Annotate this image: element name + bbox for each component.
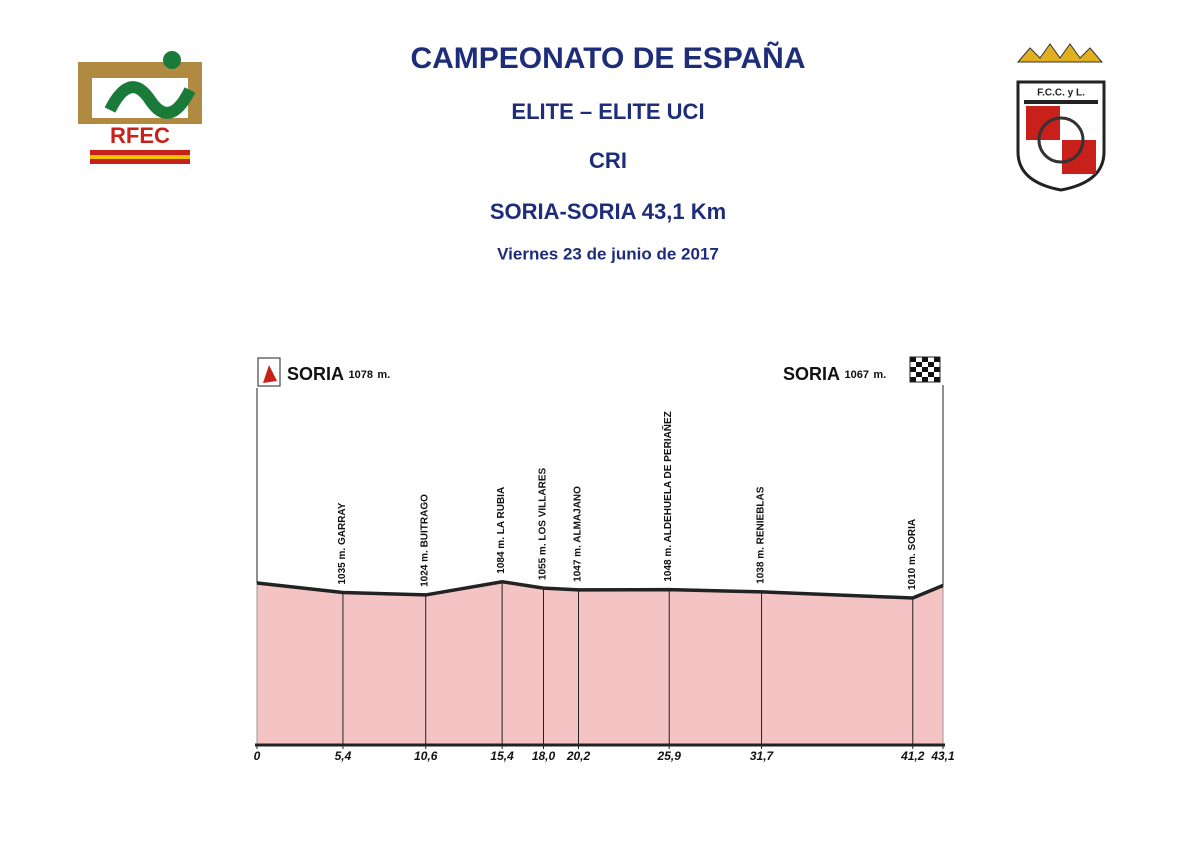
waypoint-altitude: 1048: [663, 559, 674, 582]
x-tick-label: 20,2: [566, 749, 591, 763]
finish-flag-square: [928, 362, 934, 367]
waypoint-unit: m.: [496, 537, 507, 549]
waypoint-unit: m.: [537, 543, 548, 555]
start-name: SORIA: [287, 364, 344, 384]
waypoint-label: 1010 m. SORIA: [906, 519, 917, 590]
waypoint-label: 1055 m. LOS VILLARES: [537, 468, 548, 581]
waypoint-altitude: 1047: [572, 559, 583, 582]
route: SORIA-SORIA 43,1 Km: [490, 199, 726, 224]
waypoint-unit: m.: [755, 547, 766, 559]
finish-flag-square: [910, 377, 916, 382]
x-tick-label: 41,2: [900, 749, 925, 763]
waypoint-label: 1048 m. ALDEHUELA DE PERIAÑEZ: [661, 411, 674, 581]
waypoint-name: ALMAJANO: [572, 486, 583, 543]
date: Viernes 23 de junio de 2017: [497, 244, 719, 263]
finish-label: SORIA 1067 m.: [783, 364, 886, 384]
finish-unit: m.: [873, 369, 886, 381]
waypoint-label: 1035 m. GARRAY: [337, 502, 348, 584]
x-tick-label: 18,0: [532, 749, 556, 763]
discipline: CRI: [589, 148, 627, 173]
finish-flag-square: [916, 372, 922, 377]
waypoint-name: RENIEBLAS: [755, 486, 766, 544]
waypoint-altitude: 1035: [337, 562, 348, 585]
finish-name: SORIA: [783, 364, 840, 384]
waypoint-unit: m.: [663, 545, 674, 557]
fccyl-text: F.C.C. y L.: [1037, 88, 1085, 99]
finish-flag-square: [922, 357, 928, 362]
finish-flag-square: [922, 367, 928, 372]
waypoint-label: 1038 m. RENIEBLAS: [755, 486, 766, 584]
waypoint-unit: m.: [337, 548, 348, 560]
waypoint-altitude: 1010: [906, 567, 917, 590]
finish-altitude: 1067: [844, 369, 868, 381]
finish-flag-square: [934, 357, 940, 362]
waypoint-name: SORIA: [906, 519, 917, 551]
x-tick-label: 43,1: [930, 749, 955, 763]
x-tick-label: 31,7: [750, 749, 775, 763]
profile: SORIA 1078 m. SORIA 1067 m.1035 m. GARRAY…: [254, 356, 955, 763]
start-altitude: 1078: [348, 369, 372, 381]
waypoint-name: ALDEHUELA DE PERIAÑEZ: [661, 411, 674, 542]
profile-line: [256, 579, 944, 600]
waypoint-label: 1084 m. LA RUBIA: [496, 487, 507, 574]
fccyl-logo: F.C.C. y L.: [1016, 43, 1106, 192]
waypoint-altitude: 1055: [537, 557, 548, 580]
waypoint-name: LOS VILLARES: [537, 468, 548, 541]
waypoint-unit: m.: [572, 545, 583, 557]
waypoint-unit: m.: [906, 553, 917, 565]
x-tick-label: 15,4: [490, 749, 514, 763]
waypoint-name: LA RUBIA: [496, 487, 507, 534]
x-tick-label: 0: [254, 749, 261, 763]
title: CAMPEONATO DE ESPAÑA: [410, 41, 805, 75]
waypoint-label: 1024 m. BUITRAGO: [419, 494, 430, 587]
waypoint-altitude: 1038: [755, 561, 766, 584]
profile-area: [256, 581, 944, 746]
finish-flag-square: [910, 357, 916, 362]
finish-flag-square: [910, 367, 916, 372]
waypoint-altitude: 1084: [496, 551, 507, 574]
finish-flag-square: [934, 377, 940, 382]
x-tick-label: 5,4: [335, 749, 352, 763]
category: ELITE – ELITE UCI: [511, 99, 704, 124]
x-tick-label: 10,6: [414, 749, 438, 763]
finish-flag-square: [934, 367, 940, 372]
finish-flag: [909, 356, 941, 383]
waypoint-name: GARRAY: [337, 502, 348, 545]
rfec-text: RFEC: [110, 123, 170, 148]
waypoint-label: 1047 m. ALMAJANO: [572, 486, 583, 582]
start-flag-mark: [263, 365, 277, 383]
x-tick-label: 25,9: [657, 749, 682, 763]
start-label: SORIA 1078 m.: [287, 364, 390, 384]
rfec-logo: RFEC: [78, 51, 202, 164]
waypoint-unit: m.: [419, 550, 430, 562]
start-unit: m.: [377, 369, 390, 381]
waypoint-altitude: 1024: [419, 564, 430, 587]
finish-flag-border: [909, 356, 941, 383]
finish-flag-square: [916, 362, 922, 367]
finish-flag-square: [928, 372, 934, 377]
waypoint-name: BUITRAGO: [419, 494, 430, 548]
finish-flag-square: [922, 377, 928, 382]
